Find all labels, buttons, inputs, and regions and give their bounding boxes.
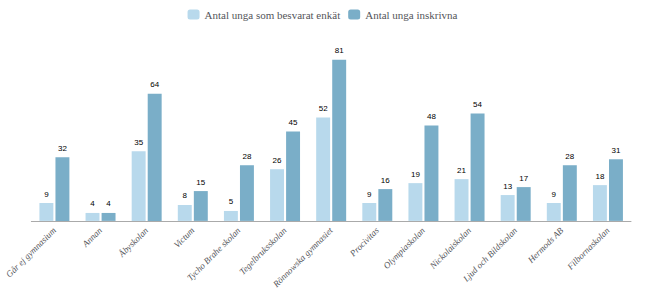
svg-text:Filbornaskolan: Filbornaskolan — [565, 225, 612, 272]
svg-text:Tycho Brahe skolan: Tycho Brahe skolan — [185, 225, 243, 283]
svg-text:17: 17 — [519, 174, 528, 183]
svg-text:35: 35 — [134, 138, 143, 147]
svg-text:52: 52 — [319, 104, 328, 113]
svg-text:Ljud och Bildskolan: Ljud och Bildskolan — [460, 225, 519, 284]
svg-text:4: 4 — [90, 199, 95, 208]
svg-text:5: 5 — [229, 197, 234, 206]
svg-text:9: 9 — [552, 190, 557, 199]
svg-text:Nickolaiskolan: Nickolaiskolan — [427, 225, 473, 271]
svg-text:54: 54 — [473, 100, 482, 109]
svg-text:9: 9 — [367, 190, 372, 199]
svg-text:26: 26 — [273, 156, 282, 165]
svg-text:Går ej gymnasium: Går ej gymnasium — [4, 225, 58, 279]
svg-text:48: 48 — [427, 112, 436, 121]
svg-text:Antal unga inskrivna: Antal unga inskrivna — [365, 9, 457, 21]
svg-text:28: 28 — [565, 152, 574, 161]
svg-text:64: 64 — [150, 80, 159, 89]
svg-text:15: 15 — [196, 178, 205, 187]
svg-text:32: 32 — [58, 144, 67, 153]
svg-text:21: 21 — [457, 166, 466, 175]
svg-text:Åbyskolan: Åbyskolan — [116, 225, 151, 260]
svg-text:Antal unga som besvarat enkät: Antal unga som besvarat enkät — [205, 9, 341, 21]
svg-text:18: 18 — [595, 172, 604, 181]
svg-text:31: 31 — [612, 146, 621, 155]
svg-text:9: 9 — [44, 190, 49, 199]
svg-text:Rönnowska gymnasiet: Rönnowska gymnasiet — [270, 225, 335, 290]
svg-text:Procivitas: Procivitas — [347, 225, 381, 259]
svg-text:Tegelbruksskolan: Tegelbruksskolan — [237, 225, 289, 277]
svg-text:16: 16 — [381, 176, 390, 185]
svg-text:45: 45 — [289, 118, 298, 127]
svg-text:28: 28 — [242, 152, 251, 161]
svg-text:Olympiaskolan: Olympiaskolan — [381, 225, 427, 271]
svg-text:13: 13 — [503, 182, 512, 191]
svg-text:81: 81 — [335, 46, 344, 55]
svg-text:8: 8 — [183, 191, 188, 200]
svg-text:Hermods AB: Hermods AB — [525, 225, 566, 266]
svg-text:4: 4 — [106, 199, 111, 208]
svg-text:Victum: Victum — [172, 225, 197, 250]
svg-text:Annan: Annan — [80, 225, 105, 250]
svg-text:19: 19 — [411, 170, 420, 179]
